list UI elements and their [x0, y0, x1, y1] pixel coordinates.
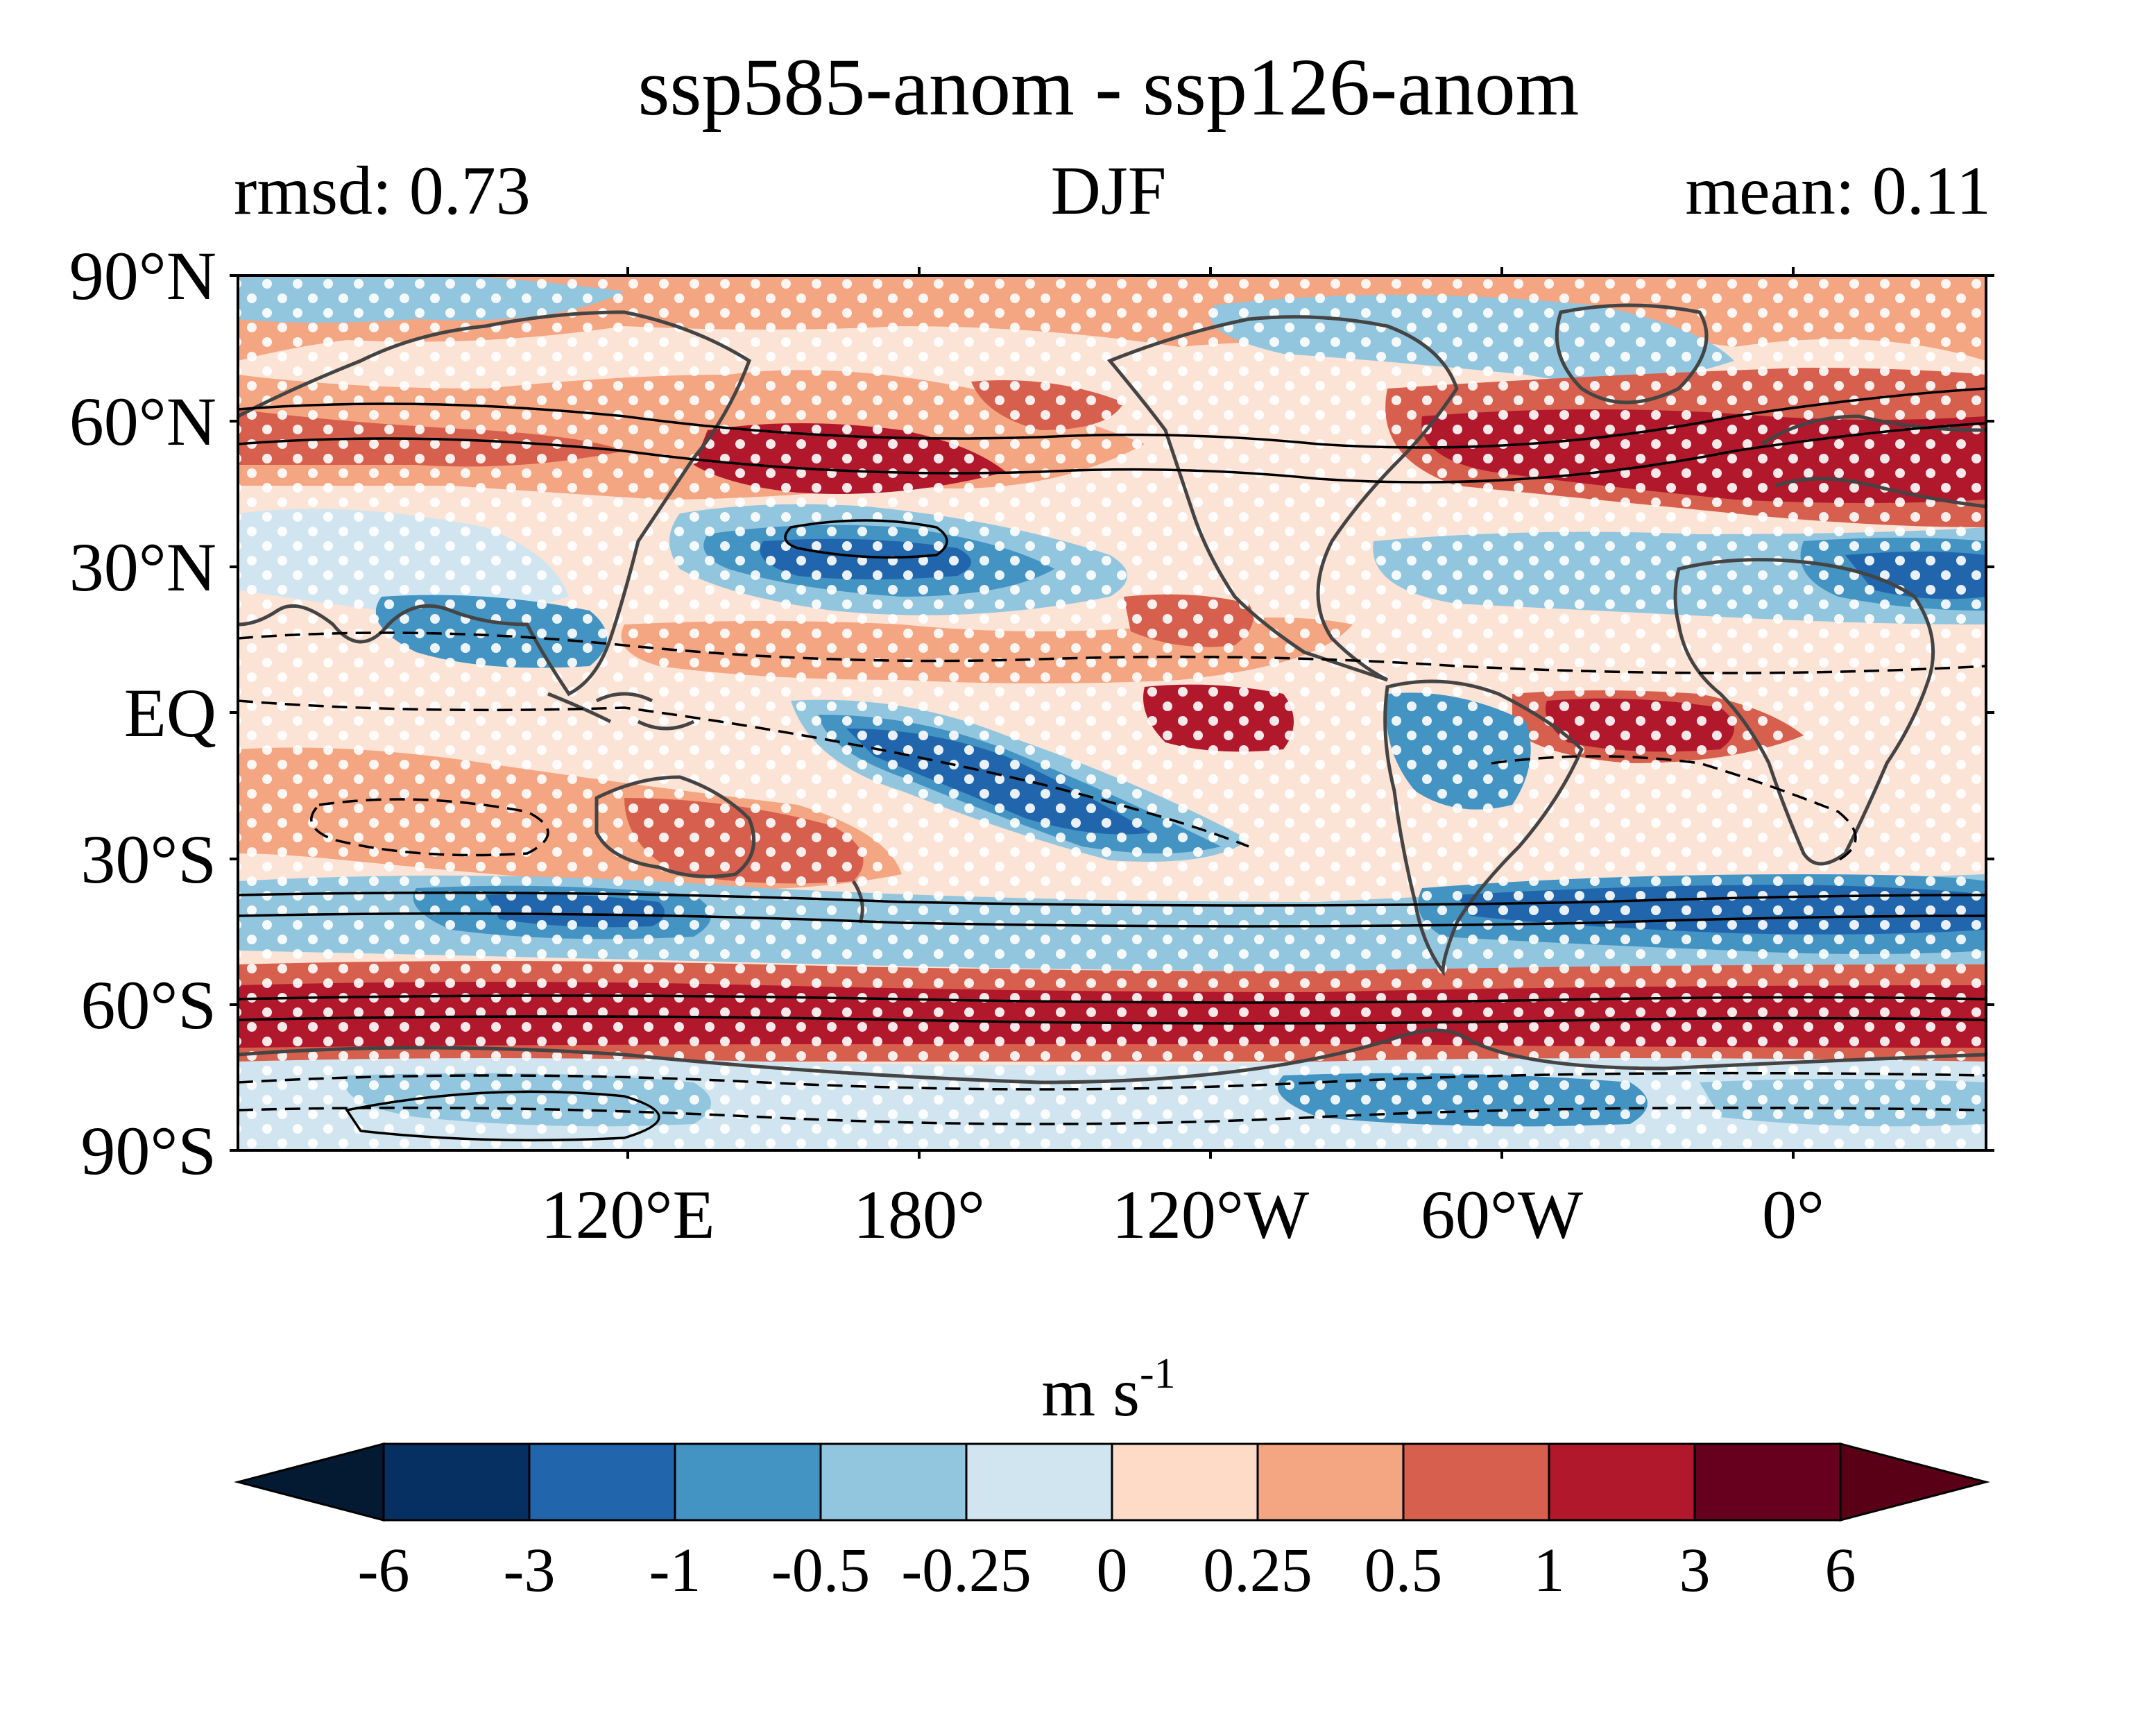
- colorbar-segment: [1402, 1442, 1550, 1522]
- colorbar-tick-label: -1: [649, 1536, 701, 1605]
- colorbar-segment: [382, 1442, 531, 1522]
- lon-tick-labels: 120°E 180° 120°W 60°W 0°: [540, 1176, 1824, 1253]
- colorbar-segment: [1693, 1442, 1842, 1522]
- season-label: DJF: [1051, 152, 1167, 229]
- colorbar-unit: m s-1: [1041, 1350, 1175, 1431]
- colorbar-tick-label: 1: [1534, 1536, 1565, 1605]
- colorbar-segment: [819, 1442, 968, 1522]
- lat-tick-label: EQ: [124, 674, 216, 751]
- colorbar-tick-labels: -6 -3 -1 -0.5 -0.25 0 0.25 0.5 1 3 6: [358, 1536, 1856, 1605]
- colorbar-segment: [1548, 1442, 1696, 1522]
- lat-tick-label: 90°N: [69, 237, 216, 314]
- climatology-contours: [238, 387, 1986, 1142]
- colorbar-tick-label: 3: [1679, 1536, 1711, 1605]
- colorbar-tick-label: 0: [1097, 1536, 1128, 1605]
- figure-title: ssp585-anom - ssp126-anom: [638, 42, 1580, 133]
- lon-tick-label: 60°W: [1421, 1176, 1584, 1253]
- lon-tick-label: 120°W: [1112, 1176, 1310, 1253]
- lat-tick-label: 90°S: [80, 1112, 216, 1189]
- lon-tick-label: 120°E: [540, 1176, 715, 1253]
- colorbar-segment: [528, 1442, 676, 1522]
- colorbar-segment: [1256, 1442, 1405, 1522]
- colorbar-extend-high: [1839, 1442, 1990, 1522]
- climatology-contours-dashed: [238, 631, 1986, 1125]
- lat-tick-label: 60°S: [80, 967, 216, 1044]
- lon-axis: [626, 267, 1795, 1159]
- colorbar: m s-1 -6 -3 -1 -0.5 -0.25 0 0.25 0.5 1 3 6: [234, 1350, 1990, 1605]
- lat-tick-label: 30°S: [80, 821, 216, 898]
- coastlines: [238, 303, 1986, 1084]
- colorbar-tick-label: -6: [358, 1536, 410, 1605]
- lon-tick-label: 180°: [853, 1176, 985, 1253]
- colorbar-segment: [674, 1442, 822, 1522]
- colorbar-segments: [234, 1442, 1990, 1522]
- lon-tick-label: 0°: [1762, 1176, 1824, 1253]
- lat-tick-labels: 90°N 60°N 30°N EQ 30°S 60°S 90°S: [69, 237, 216, 1189]
- colorbar-tick-label: 6: [1825, 1536, 1856, 1605]
- significance-stippling: [238, 275, 1986, 1150]
- map-panel: 90°N 60°N 30°N EQ 30°S 60°S 90°S 120°E 1…: [69, 237, 1994, 1253]
- lat-axis: [230, 274, 1994, 1152]
- colorbar-extend-low: [234, 1442, 385, 1522]
- colorbar-tick-label: -0.5: [771, 1536, 870, 1605]
- colorbar-tick-label: 0.25: [1203, 1536, 1312, 1605]
- colorbar-tick-label: 0.5: [1364, 1536, 1443, 1605]
- lat-tick-label: 60°N: [69, 383, 216, 460]
- colorbar-tick-label: -0.25: [901, 1536, 1031, 1605]
- mean-label: mean: 0.11: [1685, 152, 1991, 229]
- lat-tick-label: 30°N: [69, 529, 216, 606]
- colorbar-segment: [1111, 1442, 1259, 1522]
- rmsd-label: rmsd: 0.73: [234, 152, 531, 229]
- colorbar-segment: [965, 1442, 1113, 1522]
- colorbar-tick-label: -3: [504, 1536, 556, 1605]
